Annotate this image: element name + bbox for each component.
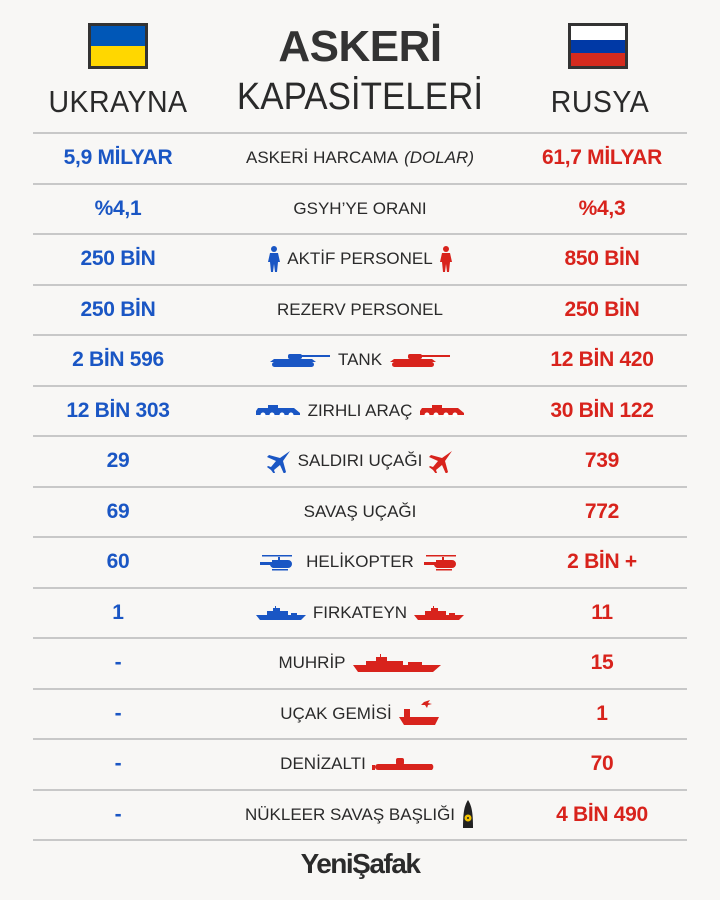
table-row: 60 HELİKOPTER 2 BİN +	[33, 538, 687, 589]
row-label: REZERV PERSONEL	[277, 299, 443, 319]
destroyer-icon	[352, 653, 442, 673]
row-label-note: (DOLAR)	[404, 148, 474, 168]
ukraine-value: 12 BİN 303	[66, 398, 170, 422]
russia-value: 850 BİN	[564, 247, 640, 271]
row-category: HELİKOPTER	[203, 552, 517, 572]
table-row: 1 FIRKATEYN 11	[33, 589, 687, 639]
table-row: - MUHRİP 15	[33, 639, 687, 690]
submarine-icon	[371, 756, 440, 772]
nuclear-warhead-icon	[461, 799, 475, 830]
table-row: 250 BİN AKTİF PERSONEL 850 BİN	[33, 235, 687, 286]
row-category: ZIRHLI ARAÇ	[203, 401, 517, 421]
ukraine-value: 29	[106, 449, 130, 473]
ukraine-value: -	[114, 802, 122, 826]
soldier-icon	[267, 245, 281, 273]
row-category: ASKERİ HARCAMA (DOLAR)	[203, 148, 517, 168]
russia-value: %4,3	[578, 196, 626, 220]
row-category: FIRKATEYN	[203, 603, 517, 623]
row-label: UÇAK GEMİSİ	[280, 703, 392, 723]
russia-value: 61,7 MİLYAR	[541, 146, 663, 170]
row-category: AKTİF PERSONEL	[203, 245, 517, 273]
table-row: - DENİZALTI 70	[33, 740, 687, 791]
russia-value: 2 BİN +	[567, 550, 637, 574]
ukraine-value: 250 BİN	[80, 247, 156, 271]
russia-label: RUSYA	[550, 84, 650, 119]
table-row: 12 BİN 303 ZIRHLI ARAÇ 30 BİN 122	[33, 387, 687, 437]
yeni-safak-logo: YeniŞafak	[300, 848, 421, 879]
russia-value: 70	[590, 752, 614, 776]
helicopter-icon	[420, 553, 464, 571]
row-label: ASKERİ HARCAMA	[246, 148, 399, 168]
armored-vehicle-icon	[418, 403, 466, 419]
frigate-icon	[413, 605, 465, 621]
comparison-table: 5,9 MİLYAR ASKERİ HARCAMA (DOLAR) 61,7 Mİ…	[33, 132, 687, 841]
row-label: AKTİF PERSONEL	[287, 249, 433, 269]
row-label: SAVAŞ UÇAĞI	[303, 501, 417, 521]
soldier-icon	[439, 245, 453, 273]
row-label: TANK	[337, 350, 383, 370]
ukraine-value: 250 BİN	[80, 297, 156, 321]
title-line-2: KAPASİTELERİ	[236, 76, 484, 118]
helicopter-icon	[256, 553, 300, 571]
fighter-jet-icon	[428, 449, 454, 474]
row-category: TANK	[203, 350, 517, 370]
ukraine-value: 1	[112, 600, 124, 624]
russia-value: 739	[584, 449, 620, 473]
row-label: NÜKLEER SAVAŞ BAŞLIĞI	[244, 804, 456, 824]
ukraine-flag	[88, 23, 148, 69]
ukraine-value: 5,9 MİLYAR	[63, 146, 173, 170]
aircraft-carrier-icon	[398, 699, 440, 729]
russia-value: 15	[590, 651, 614, 675]
russia-value: 250 BİN	[564, 297, 640, 321]
row-label: FIRKATEYN	[312, 602, 408, 622]
row-label: ZIRHLI ARAÇ	[307, 400, 413, 420]
russia-value: 772	[584, 499, 620, 523]
title-line-1: ASKERİ	[278, 22, 442, 71]
row-label: MUHRİP	[278, 653, 346, 673]
table-row: %4,1 GSYH’YE ORANI %4,3	[33, 185, 687, 235]
ukraine-value: -	[114, 752, 122, 776]
frigate-icon	[255, 605, 307, 621]
russia-value: 11	[591, 600, 613, 624]
russia-flag	[568, 23, 628, 69]
row-category: GSYH’YE ORANI	[203, 199, 517, 219]
table-row: 2 BİN 596 TANK 12 BİN 420	[33, 336, 687, 387]
ukraine-value: -	[114, 651, 122, 675]
armored-vehicle-icon	[254, 403, 302, 419]
row-category: UÇAK GEMİSİ	[203, 699, 517, 729]
table-row: 5,9 MİLYAR ASKERİ HARCAMA (DOLAR) 61,7 Mİ…	[33, 134, 687, 185]
row-category: SALDIRI UÇAĞI	[203, 449, 517, 474]
tank-icon	[388, 352, 452, 368]
table-row: 250 BİN REZERV PERSONEL 250 BİN	[33, 286, 687, 336]
ukraine-label: UKRAYNA	[48, 84, 188, 119]
row-label: DENİZALTI	[280, 754, 366, 774]
ukraine-value: 69	[106, 499, 130, 523]
row-label: GSYH’YE ORANI	[293, 198, 427, 218]
ukraine-value: -	[114, 701, 122, 725]
ukraine-value: %4,1	[94, 196, 142, 220]
row-category: NÜKLEER SAVAŞ BAŞLIĞI	[203, 799, 517, 830]
tank-icon	[268, 352, 332, 368]
russia-value: 4 BİN 490	[556, 802, 648, 826]
fighter-jet-icon	[266, 449, 292, 474]
russia-value: 1	[596, 701, 608, 725]
table-row: - NÜKLEER SAVAŞ BAŞLIĞI 4 BİN 490	[33, 791, 687, 841]
row-category: REZERV PERSONEL	[203, 300, 517, 320]
row-category: SAVAŞ UÇAĞI	[203, 502, 517, 522]
ukraine-value: 2 BİN 596	[72, 348, 164, 372]
russia-value: 30 BİN 122	[550, 398, 654, 422]
ukraine-value: 60	[106, 550, 130, 574]
row-category: DENİZALTI	[203, 754, 517, 774]
table-row: 69 SAVAŞ UÇAĞI 772	[33, 488, 687, 538]
row-label: HELİKOPTER	[306, 552, 414, 572]
table-row: - UÇAK GEMİSİ 1	[33, 690, 687, 740]
table-row: 29 SALDIRI UÇAĞI 739	[33, 437, 687, 488]
row-label: SALDIRI UÇAĞI	[297, 451, 423, 471]
row-category: MUHRİP	[203, 653, 517, 673]
russia-value: 12 BİN 420	[550, 348, 654, 372]
